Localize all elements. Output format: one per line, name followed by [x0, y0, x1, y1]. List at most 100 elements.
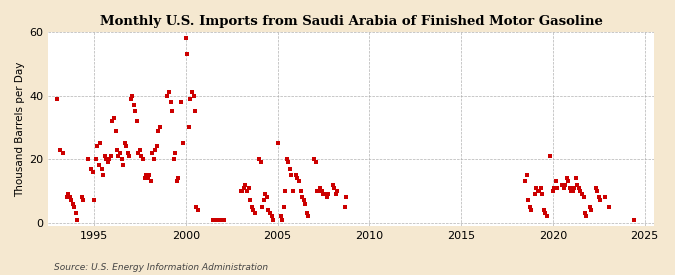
Point	[190, 109, 200, 114]
Point	[313, 189, 324, 193]
Point	[563, 179, 574, 184]
Point	[132, 119, 142, 123]
Point	[538, 208, 549, 212]
Point	[139, 176, 150, 180]
Point	[284, 166, 295, 171]
Point	[168, 157, 179, 161]
Point	[534, 189, 545, 193]
Point	[78, 198, 89, 203]
Point	[185, 97, 196, 101]
Point	[186, 90, 197, 95]
Point	[238, 186, 249, 190]
Point	[529, 192, 540, 196]
Point	[142, 176, 153, 180]
Point	[520, 179, 531, 184]
Point	[140, 173, 151, 177]
Point	[312, 189, 323, 193]
Point	[121, 144, 132, 148]
Point	[260, 192, 271, 196]
Point	[133, 150, 144, 155]
Point	[184, 125, 194, 130]
Point	[267, 217, 278, 222]
Point	[86, 166, 97, 171]
Point	[188, 93, 199, 98]
Point	[327, 182, 338, 187]
Point	[130, 109, 140, 114]
Point	[561, 176, 572, 180]
Point	[255, 160, 266, 164]
Point	[151, 144, 162, 148]
Point	[569, 186, 580, 190]
Point	[128, 103, 139, 107]
Point	[330, 192, 341, 196]
Point	[153, 128, 163, 133]
Point	[116, 157, 127, 161]
Point	[178, 141, 188, 145]
Point	[145, 179, 156, 184]
Point	[523, 198, 534, 203]
Point	[99, 154, 110, 158]
Point	[321, 195, 332, 199]
Point	[524, 205, 535, 209]
Point	[575, 189, 586, 193]
Point	[173, 176, 184, 180]
Point	[163, 90, 174, 95]
Point	[97, 166, 107, 171]
Point	[243, 186, 254, 190]
Point	[595, 198, 605, 203]
Point	[248, 208, 259, 212]
Point	[115, 150, 126, 155]
Point	[277, 217, 288, 222]
Text: Source: U.S. Energy Information Administration: Source: U.S. Energy Information Administ…	[54, 263, 268, 272]
Point	[150, 147, 161, 152]
Point	[254, 157, 265, 161]
Point	[329, 186, 340, 190]
Point	[127, 93, 138, 98]
Point	[340, 205, 350, 209]
Point	[213, 217, 223, 222]
Point	[581, 214, 592, 219]
Point	[560, 182, 570, 187]
Point	[138, 157, 148, 161]
Point	[584, 205, 595, 209]
Point	[246, 205, 257, 209]
Point	[574, 186, 585, 190]
Point	[107, 119, 118, 123]
Point	[162, 93, 173, 98]
Point	[552, 186, 563, 190]
Point	[541, 214, 552, 219]
Y-axis label: Thousand Barrels per Day: Thousand Barrels per Day	[15, 61, 25, 197]
Point	[167, 109, 178, 114]
Point	[169, 150, 180, 155]
Point	[535, 186, 546, 190]
Point	[294, 179, 304, 184]
Point	[278, 205, 289, 209]
Point	[296, 195, 307, 199]
Point	[290, 173, 301, 177]
Point	[259, 198, 269, 203]
Point	[122, 150, 133, 155]
Point	[570, 176, 581, 180]
Point	[55, 147, 66, 152]
Point	[332, 189, 343, 193]
Point	[69, 205, 80, 209]
Point	[572, 182, 583, 187]
Point	[134, 147, 145, 152]
Point	[537, 192, 547, 196]
Point	[171, 179, 182, 184]
Point	[240, 182, 251, 187]
Point	[103, 160, 113, 164]
Point	[599, 195, 610, 199]
Point	[82, 157, 93, 161]
Point	[237, 189, 248, 193]
Point	[586, 208, 597, 212]
Point	[272, 141, 283, 145]
Point	[564, 186, 575, 190]
Point	[67, 201, 78, 206]
Point	[257, 205, 268, 209]
Point	[317, 189, 327, 193]
Point	[180, 36, 191, 40]
Point	[63, 192, 74, 196]
Point	[61, 195, 72, 199]
Point	[136, 154, 146, 158]
